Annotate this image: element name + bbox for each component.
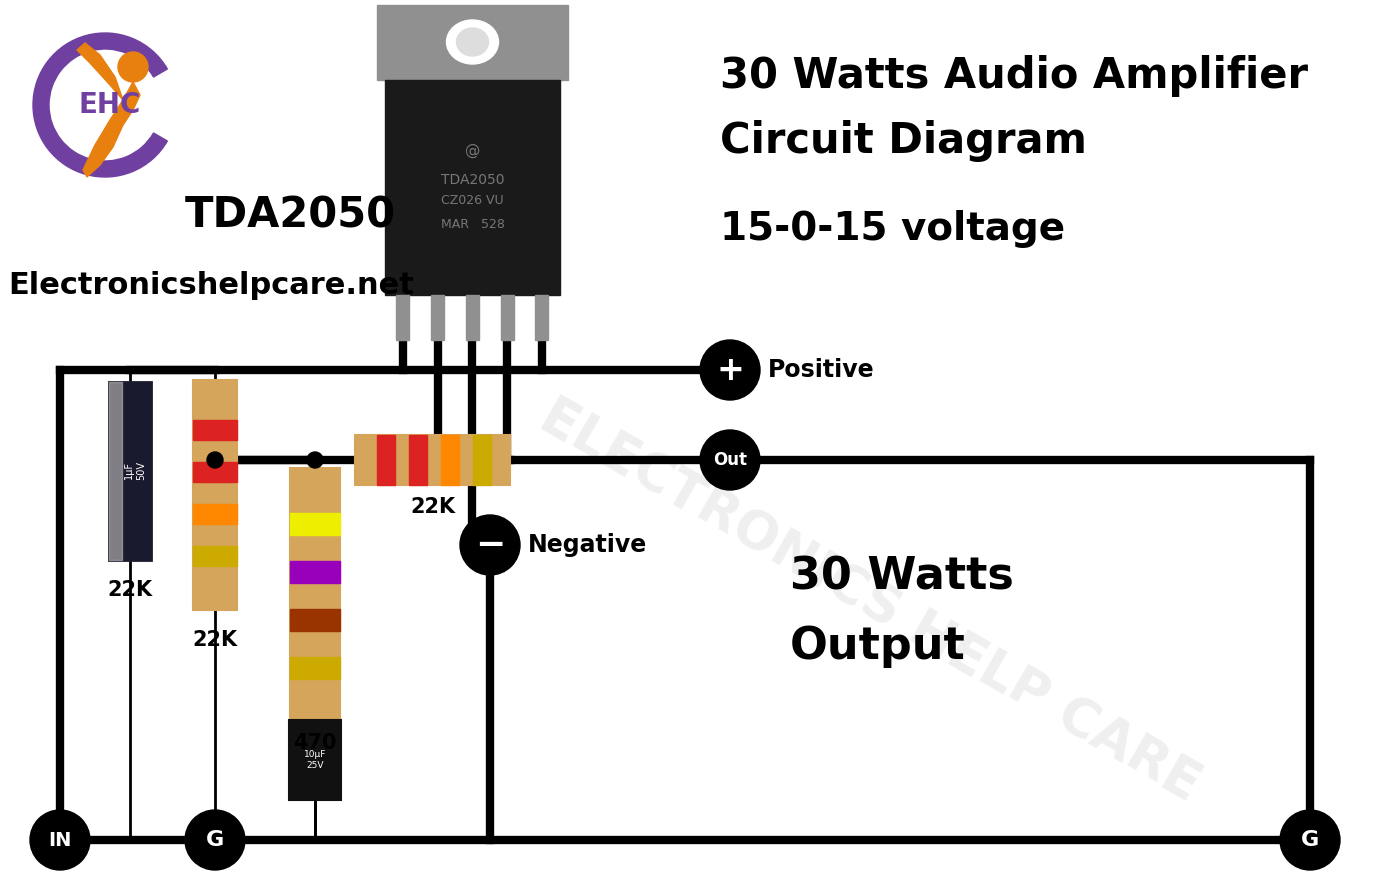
Text: Out: Out xyxy=(713,451,747,469)
Polygon shape xyxy=(83,82,140,177)
Bar xyxy=(397,295,409,340)
Text: 1µF
50V: 1µF 50V xyxy=(124,460,146,479)
Bar xyxy=(473,435,491,485)
Text: 22K: 22K xyxy=(193,630,237,650)
Bar xyxy=(290,561,340,583)
Text: Positive: Positive xyxy=(768,358,874,382)
Text: +: + xyxy=(716,353,744,386)
Text: MAR   528: MAR 528 xyxy=(440,218,504,232)
Ellipse shape xyxy=(447,20,498,64)
Text: G: G xyxy=(205,830,223,850)
Text: 22K: 22K xyxy=(107,580,153,600)
Text: @: @ xyxy=(465,142,480,157)
Bar xyxy=(290,657,340,679)
Text: Output: Output xyxy=(790,625,966,668)
Circle shape xyxy=(1280,810,1339,870)
Bar xyxy=(384,80,559,295)
Bar xyxy=(193,420,237,440)
Text: EHC: EHC xyxy=(79,91,142,119)
Bar xyxy=(355,435,509,485)
Text: Circuit Diagram: Circuit Diagram xyxy=(720,120,1087,162)
Bar xyxy=(290,468,340,718)
Circle shape xyxy=(207,452,223,468)
Bar xyxy=(110,382,122,560)
Bar xyxy=(193,546,237,566)
Text: 30 Watts Audio Amplifier: 30 Watts Audio Amplifier xyxy=(720,55,1307,97)
Circle shape xyxy=(307,452,323,468)
Bar xyxy=(409,435,428,485)
Circle shape xyxy=(700,340,761,400)
Text: 10µF
25V: 10µF 25V xyxy=(304,750,326,770)
Bar xyxy=(432,295,444,340)
Wedge shape xyxy=(33,33,168,177)
Bar xyxy=(536,295,548,340)
Circle shape xyxy=(459,515,520,575)
Text: 470: 470 xyxy=(293,733,337,753)
Bar xyxy=(378,435,396,485)
Text: 22K: 22K xyxy=(409,497,455,517)
Bar xyxy=(193,462,237,482)
Bar xyxy=(501,295,514,340)
Text: ELECTRONICS HELP CARE: ELECTRONICS HELP CARE xyxy=(532,389,1209,811)
Bar xyxy=(193,504,237,524)
Circle shape xyxy=(185,810,246,870)
Text: IN: IN xyxy=(49,831,72,849)
Bar xyxy=(290,513,340,535)
Bar xyxy=(441,435,459,485)
Bar xyxy=(193,380,237,610)
Text: 15-0-15 voltage: 15-0-15 voltage xyxy=(720,210,1065,248)
Text: −: − xyxy=(475,528,505,562)
Polygon shape xyxy=(76,43,124,100)
Text: Negative: Negative xyxy=(527,533,647,557)
Ellipse shape xyxy=(457,28,489,56)
Bar xyxy=(110,382,151,560)
Text: 30 Watts: 30 Watts xyxy=(790,555,1013,598)
Bar xyxy=(466,295,479,340)
Circle shape xyxy=(700,430,761,490)
Text: TDA2050: TDA2050 xyxy=(441,173,504,187)
Bar xyxy=(378,5,568,80)
Text: G: G xyxy=(1301,830,1319,850)
Bar xyxy=(290,609,340,631)
Bar xyxy=(289,720,341,800)
Text: CZ026 VU: CZ026 VU xyxy=(441,193,504,207)
Circle shape xyxy=(118,52,149,82)
Text: Electronicshelpcare.net: Electronicshelpcare.net xyxy=(8,271,414,299)
Text: TDA2050: TDA2050 xyxy=(185,194,396,236)
Circle shape xyxy=(31,810,90,870)
